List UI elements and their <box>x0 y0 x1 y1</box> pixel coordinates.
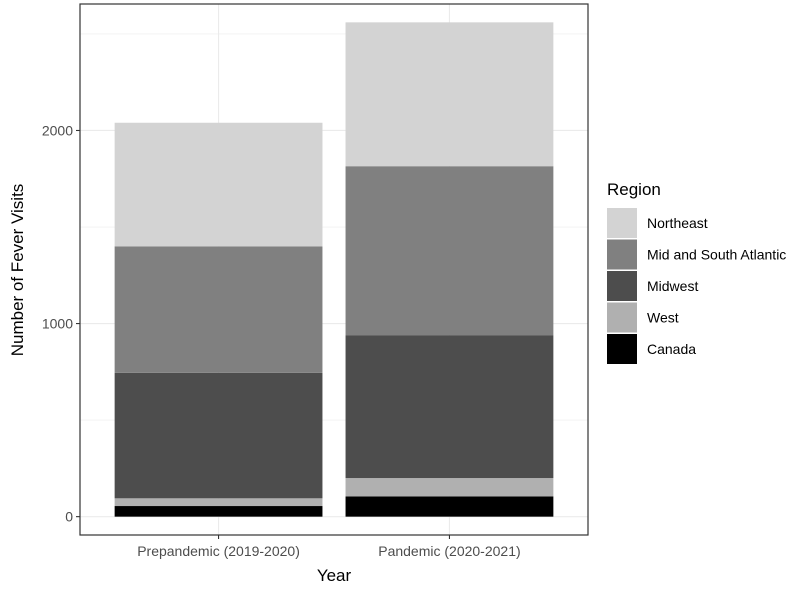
bar-segment-northeast <box>345 22 554 167</box>
bar-segment-canada <box>114 506 323 517</box>
bar-segment-west <box>345 478 554 497</box>
legend-key <box>607 239 637 270</box>
legend-key <box>607 208 637 238</box>
bars <box>114 22 554 517</box>
bar-segment-west <box>114 498 323 507</box>
panel-border <box>79 3 589 536</box>
bar-segment-midwest <box>114 372 323 499</box>
legend-label: West <box>647 310 679 326</box>
x-tick-label: Prepandemic (2019-2020) <box>137 543 300 559</box>
y-tick-label: 1000 <box>42 316 73 332</box>
y-tick-label: 2000 <box>42 122 73 138</box>
legend-key <box>607 334 637 364</box>
y-tick-label: 0 <box>65 509 73 525</box>
legend: Region Northeast Mid and South Atlantic Mi… <box>607 180 786 364</box>
legend-label: Northeast <box>647 215 708 231</box>
legend-title: Region <box>607 180 661 199</box>
legend-key <box>607 271 637 301</box>
bar-segment-mid-and-south-atlantic <box>114 246 323 373</box>
bar-segment-northeast <box>114 122 323 247</box>
bar-segment-canada <box>345 496 554 517</box>
bar-segment-mid-and-south-atlantic <box>345 166 554 336</box>
y-axis-title: Number of Fever Visits <box>8 184 27 357</box>
legend-key <box>607 302 637 333</box>
x-tick-label: Pandemic (2020-2021) <box>378 543 520 559</box>
legend-label: Midwest <box>647 278 698 294</box>
bar-segment-midwest <box>345 335 554 479</box>
y-axis-ticks: 0 1000 2000 <box>42 122 80 525</box>
legend-label: Canada <box>647 341 696 357</box>
legend-label: Mid and South Atlantic <box>647 247 786 263</box>
x-axis-ticks: Prepandemic (2019-2020) Pandemic (2020-20… <box>137 535 521 559</box>
x-axis-title: Year <box>317 566 352 585</box>
